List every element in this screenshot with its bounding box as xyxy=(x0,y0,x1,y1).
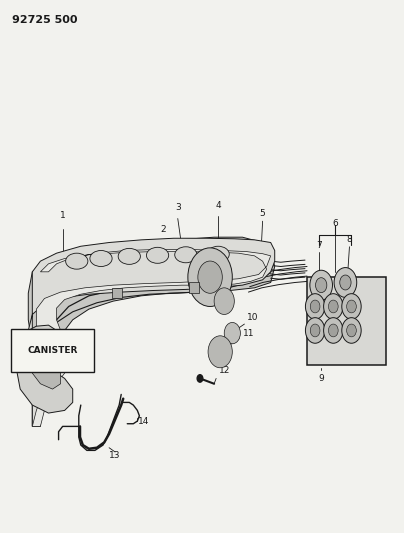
Bar xyxy=(112,288,122,298)
Circle shape xyxy=(340,275,351,290)
Polygon shape xyxy=(28,238,275,426)
Circle shape xyxy=(324,318,343,343)
Polygon shape xyxy=(32,249,271,426)
Text: CANISTER: CANISTER xyxy=(27,346,78,355)
Circle shape xyxy=(342,294,361,319)
Text: 5: 5 xyxy=(260,209,265,217)
Circle shape xyxy=(214,288,234,314)
Ellipse shape xyxy=(65,253,88,269)
Text: 1: 1 xyxy=(60,212,65,220)
Text: 8: 8 xyxy=(347,236,352,244)
Circle shape xyxy=(334,268,357,297)
Ellipse shape xyxy=(207,246,229,262)
Circle shape xyxy=(347,324,356,337)
Circle shape xyxy=(305,318,325,343)
Polygon shape xyxy=(28,237,275,426)
Text: 6: 6 xyxy=(332,220,338,228)
Circle shape xyxy=(328,300,338,313)
Circle shape xyxy=(197,375,203,382)
Ellipse shape xyxy=(90,251,112,266)
Polygon shape xyxy=(28,346,61,389)
Text: 3: 3 xyxy=(175,204,181,212)
Text: 7: 7 xyxy=(316,241,322,249)
Circle shape xyxy=(198,261,222,293)
Text: 4: 4 xyxy=(215,201,221,209)
Circle shape xyxy=(310,270,332,300)
Circle shape xyxy=(310,300,320,313)
FancyBboxPatch shape xyxy=(11,329,94,372)
Circle shape xyxy=(310,324,320,337)
Circle shape xyxy=(342,318,361,343)
Circle shape xyxy=(188,248,232,306)
Bar xyxy=(307,277,386,365)
Text: 92725 500: 92725 500 xyxy=(12,15,78,25)
Text: 11: 11 xyxy=(243,329,254,337)
Ellipse shape xyxy=(175,247,197,263)
Text: 9: 9 xyxy=(318,374,324,383)
Polygon shape xyxy=(16,325,73,413)
Circle shape xyxy=(305,294,325,319)
Circle shape xyxy=(208,336,232,368)
Text: 12: 12 xyxy=(219,366,230,375)
Circle shape xyxy=(224,322,240,344)
Circle shape xyxy=(316,278,327,293)
Text: 10: 10 xyxy=(247,313,258,321)
Text: 14: 14 xyxy=(138,417,149,425)
Ellipse shape xyxy=(118,248,141,264)
Ellipse shape xyxy=(146,247,169,263)
Circle shape xyxy=(324,294,343,319)
Text: 2: 2 xyxy=(161,225,166,233)
Bar xyxy=(189,282,199,293)
Circle shape xyxy=(328,324,338,337)
Circle shape xyxy=(347,300,356,313)
Text: 13: 13 xyxy=(109,451,121,460)
